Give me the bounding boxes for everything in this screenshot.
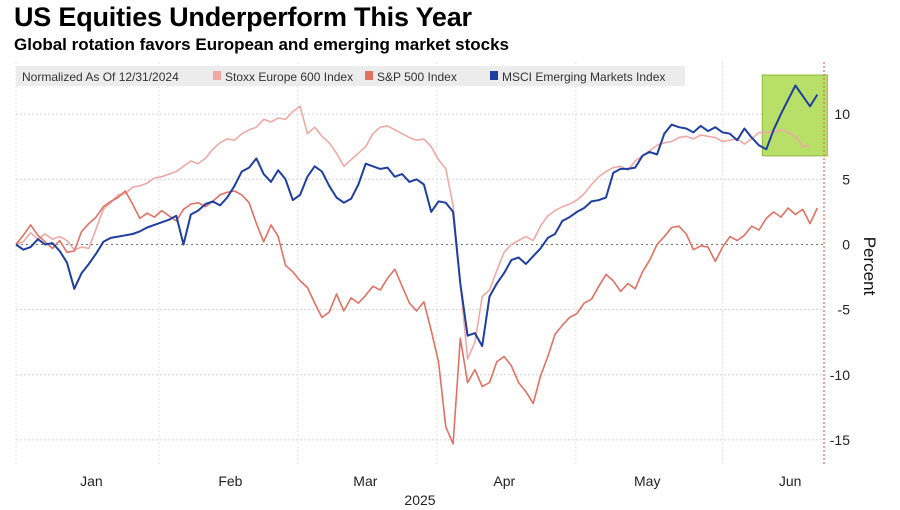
y-tick-label: 0: [842, 236, 850, 252]
y-tick-label: -5: [838, 302, 851, 318]
x-tick-label: Jan: [80, 473, 103, 489]
y-tick-label: 10: [834, 106, 850, 122]
x-tick-label: Jun: [779, 473, 802, 489]
y-tick-label: -10: [830, 367, 850, 383]
legend-label-sp500: S&P 500 Index: [377, 70, 457, 84]
x-tick-label: May: [634, 473, 660, 489]
legend-label-msci: MSCI Emerging Markets Index: [502, 70, 665, 84]
series-line-sp500: [15, 190, 819, 445]
legend-swatch-msci: [490, 71, 498, 80]
legend: Normalized As Of 12/31/2024 Stoxx Europe…: [16, 66, 685, 86]
legend-label-stoxx: Stoxx Europe 600 Index: [225, 70, 353, 84]
chart-subtitle: Global rotation favors European and emer…: [14, 35, 510, 54]
x-axis-label: 2025: [404, 492, 435, 508]
legend-background: [16, 66, 685, 86]
y-axis-label: Percent: [860, 237, 879, 296]
x-tick-label: Mar: [353, 473, 377, 489]
grid-lines: [15, 62, 824, 466]
series-line-stoxx: [15, 105, 811, 360]
legend-swatch-sp500: [365, 71, 373, 80]
y-tick-label: 5: [842, 171, 850, 187]
x-tick-label: Apr: [493, 473, 515, 489]
x-axis-ticks: Jan Feb Mar Apr May Jun: [80, 473, 801, 489]
chart-title: US Equities Underperform This Year: [14, 2, 472, 32]
y-tick-label: -15: [830, 432, 850, 448]
legend-swatch-stoxx: [213, 71, 221, 80]
series-line-msci: [15, 84, 819, 348]
legend-note: Normalized As Of 12/31/2024: [22, 70, 179, 84]
x-tick-label: Feb: [218, 473, 242, 489]
series-lines: [15, 84, 819, 445]
y-axis-ticks: 10 5 0 -5 -10 -15: [830, 106, 850, 448]
